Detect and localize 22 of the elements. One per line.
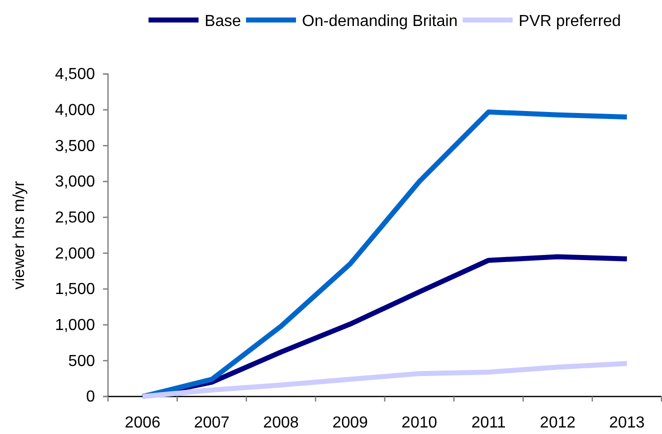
- y-tick-label: 1,000: [54, 316, 96, 334]
- x-tick-label: 2010: [402, 414, 438, 432]
- y-tick-label: 4,000: [54, 102, 96, 119]
- y-tick-label: 500: [68, 352, 96, 370]
- x-tick-label: 2012: [540, 414, 576, 432]
- x-tick-label: 2007: [194, 414, 230, 432]
- x-tick-label: 2006: [124, 414, 160, 432]
- legend-label: On-demanding Britain: [302, 13, 458, 30]
- y-tick-label: 3,500: [54, 138, 96, 155]
- y-axis-title: viewer hrs m/yr: [11, 180, 28, 290]
- y-tick-label: 4,500: [54, 66, 96, 84]
- y-tick-label: 2,500: [54, 209, 96, 226]
- x-tick-label: 2013: [609, 414, 645, 432]
- legend-label: PVR preferred: [518, 13, 621, 30]
- x-tick-label: 2011: [471, 414, 506, 432]
- x-tick-label: 2009: [332, 414, 368, 432]
- y-tick-label: 0: [86, 388, 96, 406]
- y-tick-label: 1,500: [54, 281, 96, 298]
- y-tick-label: 3,000: [54, 174, 96, 191]
- legend-label: Base: [204, 13, 242, 30]
- x-tick-label: 2008: [263, 414, 299, 432]
- y-tick-label: 2,000: [54, 245, 96, 262]
